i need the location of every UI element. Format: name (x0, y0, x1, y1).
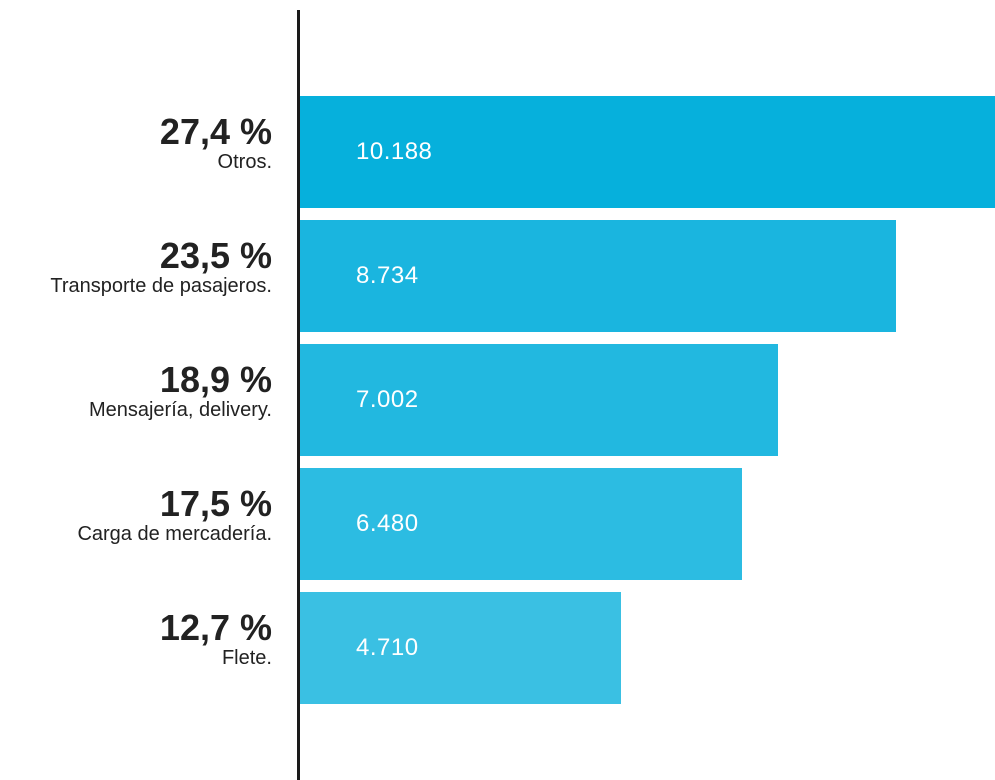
bar-value-label: 8.734 (356, 262, 419, 289)
category-name: Mensajería, delivery. (88, 399, 272, 421)
bar: 8.734 (300, 220, 896, 332)
category-label: 12,7 % Flete. (159, 607, 272, 670)
category-name: Otros. (217, 151, 272, 173)
percent-label: 18,9 % (159, 359, 272, 400)
category-label: 17,5 % Carga de mercadería. (77, 483, 272, 546)
percent-label: 17,5 % (159, 483, 272, 524)
bar-value-label: 7.002 (356, 386, 419, 413)
percent-label: 12,7 % (159, 607, 272, 648)
percent-label: 27,4 % (159, 111, 272, 152)
category-label: 23,5 % Transporte de pasajeros. (50, 235, 272, 298)
bar: 6.480 (300, 468, 742, 580)
bar-value-label: 10.188 (356, 138, 433, 165)
category-label: 27,4 % Otros. (159, 111, 272, 174)
bar-value-label: 6.480 (356, 510, 419, 537)
bar: 10.188 (300, 96, 995, 208)
bar-value-label: 4.710 (356, 634, 419, 661)
category-label: 18,9 % Mensajería, delivery. (88, 359, 272, 422)
category-name: Carga de mercadería. (77, 523, 272, 545)
category-name: Flete. (221, 647, 272, 669)
percent-label: 23,5 % (159, 235, 272, 276)
axis-line (297, 10, 300, 780)
bar: 4.710 (300, 592, 621, 704)
category-name: Transporte de pasajeros. (50, 275, 272, 297)
bar: 7.002 (300, 344, 778, 456)
